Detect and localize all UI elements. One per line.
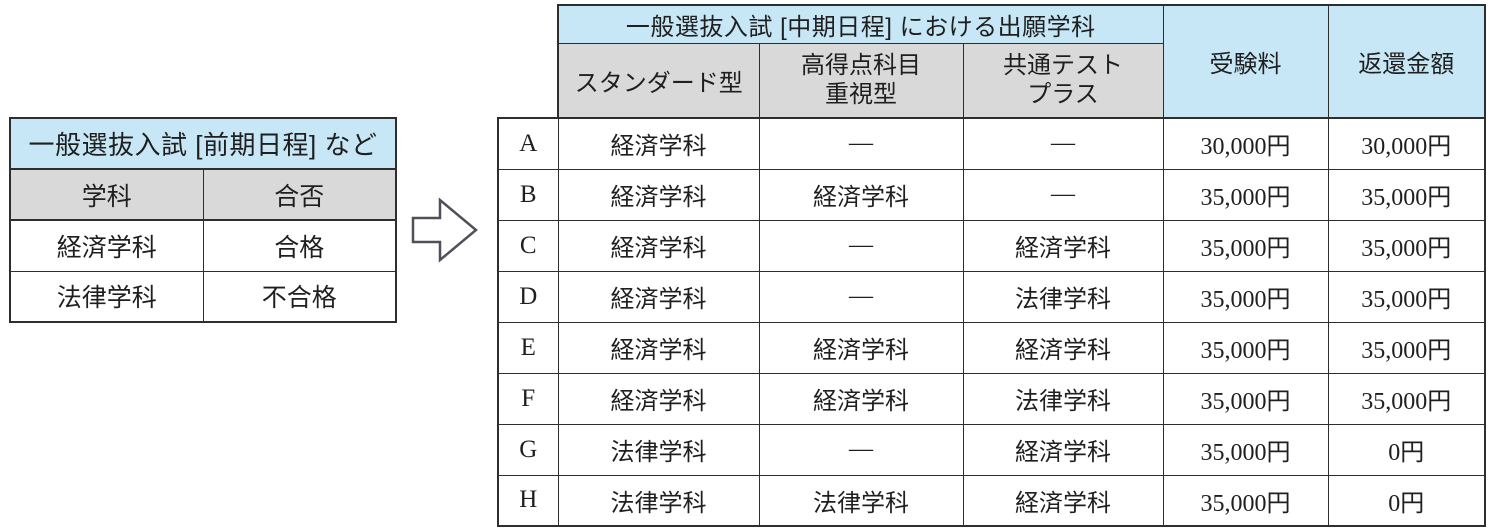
column-header-fee: 受験料 xyxy=(1162,4,1329,119)
cell-common-test-plus: 経済学科 xyxy=(962,423,1164,476)
left-table-title: 一般選抜入試 [前期日程] など xyxy=(9,117,397,170)
table-row: D 経済学科 ― 法律学科 35,000円 35,000円 xyxy=(497,270,1486,323)
cell-refund: 35,000円 xyxy=(1327,270,1486,323)
cell-fee: 35,000円 xyxy=(1162,474,1329,527)
cell-high-score: 経済学科 xyxy=(758,168,964,221)
cell-fee: 35,000円 xyxy=(1162,270,1329,323)
cell-high-score: 法律学科 xyxy=(758,474,964,527)
cell-common-test-plus: 経済学科 xyxy=(962,219,1164,272)
cell-fee: 35,000円 xyxy=(1162,423,1329,476)
left-table-header-row: 学科 合否 xyxy=(9,168,397,221)
cell-high-score: ― xyxy=(758,219,964,272)
row-label: F xyxy=(497,372,559,425)
cell-fee: 35,000円 xyxy=(1162,219,1329,272)
row-label: E xyxy=(497,321,559,374)
header-spacer xyxy=(498,5,558,118)
cell-department: 経済学科 xyxy=(9,219,204,272)
cell-refund: 35,000円 xyxy=(1327,219,1486,272)
column-header-standard: スタンダード型 xyxy=(557,42,760,119)
table-row: 法律学科 不合格 xyxy=(9,270,397,323)
cell-high-score: 経済学科 xyxy=(758,321,964,374)
cell-high-score: ― xyxy=(758,423,964,476)
column-header-result: 合否 xyxy=(202,168,397,221)
table-row: 経済学科 合格 xyxy=(9,219,397,272)
cell-fee: 30,000円 xyxy=(1162,117,1329,170)
cell-high-score: ― xyxy=(758,117,964,170)
table-row: B 経済学科 経済学科 ― 35,000円 35,000円 xyxy=(497,168,1486,221)
previous-application-table: 一般選抜入試 [前期日程] など 学科 合否 経済学科 合格 法律学科 不合格 xyxy=(9,117,397,323)
table-row: A 経済学科 ― ― 30,000円 30,000円 xyxy=(497,117,1486,170)
cell-standard: 経済学科 xyxy=(557,117,760,170)
cell-result: 不合格 xyxy=(202,270,397,323)
cell-department: 法律学科 xyxy=(9,270,204,323)
column-header-high-score: 高得点科目 重視型 xyxy=(758,42,964,119)
cell-refund: 0円 xyxy=(1327,423,1486,476)
right-arrow-icon xyxy=(411,197,478,263)
column-header-refund: 返還金額 xyxy=(1327,4,1486,119)
table-row: F 経済学科 経済学科 法律学科 35,000円 35,000円 xyxy=(497,372,1486,425)
row-label: A xyxy=(497,117,559,170)
right-table-title: 一般選抜入試 [中期日程] における出願学科 xyxy=(557,4,1164,44)
right-table-title-row: 一般選抜入試 [中期日程] における出願学科 受験料 返還金額 xyxy=(498,4,1486,119)
cell-fee: 35,000円 xyxy=(1162,168,1329,221)
cell-common-test-plus: 経済学科 xyxy=(962,474,1164,527)
right-table-subheader-row: スタンダード型 高得点科目 重視型 共通テスト プラス xyxy=(498,42,1485,119)
cell-common-test-plus: 経済学科 xyxy=(962,321,1164,374)
column-header-common-test-plus: 共通テスト プラス xyxy=(962,42,1164,119)
cell-refund: 35,000円 xyxy=(1327,321,1486,374)
cell-common-test-plus: 法律学科 xyxy=(962,270,1164,323)
cell-standard: 経済学科 xyxy=(557,321,760,374)
cell-standard: 法律学科 xyxy=(557,474,760,527)
cell-refund: 30,000円 xyxy=(1327,117,1486,170)
left-table-title-row: 一般選抜入試 [前期日程] など xyxy=(9,117,397,170)
cell-common-test-plus: ― xyxy=(962,117,1164,170)
cell-common-test-plus: ― xyxy=(962,168,1164,221)
cell-common-test-plus: 法律学科 xyxy=(962,372,1164,425)
cell-standard: 経済学科 xyxy=(557,372,760,425)
column-header-department: 学科 xyxy=(9,168,204,221)
row-label: D xyxy=(497,270,559,323)
table-row: G 法律学科 ― 経済学科 35,000円 0円 xyxy=(497,423,1486,476)
row-label: B xyxy=(497,168,559,221)
row-label: C xyxy=(497,219,559,272)
table-row: E 経済学科 経済学科 経済学科 35,000円 35,000円 xyxy=(497,321,1486,374)
cell-high-score: 経済学科 xyxy=(758,372,964,425)
row-label: H xyxy=(497,474,559,527)
cell-refund: 0円 xyxy=(1327,474,1486,527)
cell-refund: 35,000円 xyxy=(1327,372,1486,425)
application-fee-table: 一般選抜入試 [中期日程] における出願学科 受験料 返還金額 スタンダード型 … xyxy=(497,4,1486,527)
cell-standard: 経済学科 xyxy=(557,219,760,272)
cell-refund: 35,000円 xyxy=(1327,168,1486,221)
cell-result: 合格 xyxy=(202,219,397,272)
table-row: H 法律学科 法律学科 経済学科 35,000円 0円 xyxy=(497,474,1486,527)
row-label: G xyxy=(497,423,559,476)
cell-standard: 経済学科 xyxy=(557,270,760,323)
cell-high-score: ― xyxy=(758,270,964,323)
cell-fee: 35,000円 xyxy=(1162,321,1329,374)
cell-fee: 35,000円 xyxy=(1162,372,1329,425)
cell-standard: 経済学科 xyxy=(557,168,760,221)
cell-standard: 法律学科 xyxy=(557,423,760,476)
table-row: C 経済学科 ― 経済学科 35,000円 35,000円 xyxy=(497,219,1486,272)
